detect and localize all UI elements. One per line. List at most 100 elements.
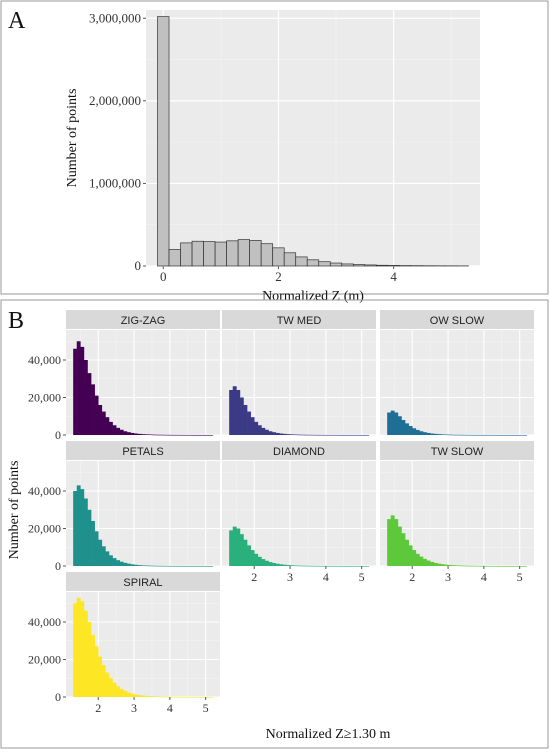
facet-histogram-bar	[333, 566, 337, 567]
facet-x-tick-label: 3	[287, 570, 293, 584]
facet-histogram-bar	[279, 434, 283, 436]
panel-a-histogram-bar	[192, 241, 204, 266]
facet-histogram-bar	[312, 566, 316, 567]
facet-histogram-bar	[419, 557, 423, 566]
facet-histogram-bar	[347, 435, 351, 436]
facet-histogram-bar	[247, 412, 251, 435]
facet-histogram-bar	[209, 566, 213, 567]
panel-a-histogram-bar	[365, 265, 377, 266]
facet-histogram-bar	[229, 530, 233, 566]
facet-histogram-bar	[315, 566, 319, 567]
panel-a-x-tick-label: 4	[390, 269, 397, 284]
facet-histogram-bar	[170, 697, 174, 698]
facet-histogram-bar	[523, 435, 527, 436]
facet-histogram-bar	[209, 697, 213, 698]
facet-histogram-bar	[365, 566, 369, 567]
facet-histogram-bar	[159, 566, 163, 567]
facet-histogram-bar	[434, 563, 438, 566]
facet-histogram-bar	[427, 561, 431, 566]
facet-x-tick-label: 4	[167, 701, 173, 715]
facet-histogram-bar	[148, 434, 152, 435]
panel-b-letter: B	[8, 308, 24, 334]
facet-histogram-bar	[145, 696, 149, 697]
facet-histogram-bar	[73, 603, 77, 697]
facet-histogram-bar	[170, 435, 174, 436]
facet-histogram-bar	[455, 435, 459, 436]
panel-a-y-tick-label: 1,000,000	[89, 175, 141, 190]
facet-histogram-bar	[87, 373, 91, 435]
panel-a-ylabel: Number of points	[65, 89, 80, 188]
facet-histogram-bar	[319, 435, 323, 436]
facet-histogram-bar	[430, 434, 434, 436]
facet-histogram-bar	[444, 565, 448, 566]
facet-histogram-bar	[105, 673, 109, 697]
facet-histogram-bar	[254, 554, 258, 566]
facet-histogram-bar	[283, 565, 287, 566]
facet-histogram-bar	[199, 566, 203, 567]
facet-histogram-bar	[326, 435, 330, 436]
panel-a-histogram-bar	[204, 242, 216, 266]
facet-histogram-bar	[294, 565, 298, 566]
facet-histogram-bar	[251, 550, 255, 566]
panel-a-histogram-bar	[158, 17, 170, 266]
panel-a-histogram-bar	[250, 240, 262, 266]
facet-histogram-bar	[199, 697, 203, 698]
panel-a-x-tick-label: 2	[275, 269, 282, 284]
facet-histogram-bar	[502, 566, 506, 567]
facet-histogram-bar	[236, 529, 240, 567]
facet-histogram-bar	[109, 678, 113, 697]
panel-a-histogram-bar	[273, 248, 285, 266]
facet-histogram-bar	[77, 341, 81, 435]
facet-histogram-bar	[109, 555, 113, 566]
facet-histogram-bar	[77, 598, 81, 697]
facet-histogram-bar	[127, 432, 131, 435]
facet-histogram-bar	[416, 554, 420, 566]
facet-histogram-bar	[513, 566, 517, 567]
facet-histogram-bar	[394, 413, 398, 436]
facet-histogram-bar	[516, 435, 520, 436]
facet-histogram-bar	[195, 566, 199, 567]
facet-histogram-bar	[466, 566, 470, 567]
panel-a-histogram-bar	[353, 265, 365, 266]
facet-histogram-bar	[141, 434, 145, 435]
facet-histogram-bar	[312, 435, 316, 436]
facet-histogram-bar	[91, 635, 95, 697]
panel-a-histogram-bar	[319, 262, 331, 266]
facet-x-tick-label: 3	[445, 570, 451, 584]
facet-histogram-bar	[455, 565, 459, 566]
facet-histogram-bar	[265, 561, 269, 566]
facet-histogram-bar	[322, 435, 326, 436]
panel-a-histogram-bar	[181, 243, 193, 266]
panel-a-y-tick-label: 0	[135, 258, 142, 273]
facet-histogram-bar	[427, 433, 431, 435]
facet-histogram-bar	[109, 422, 113, 435]
facet-title: SPIRAL	[123, 577, 162, 589]
facet-histogram-bar	[209, 435, 213, 436]
facet-histogram-bar	[452, 565, 456, 566]
facet-histogram-bar	[283, 434, 287, 435]
facet-y-tick-label: 40,000	[28, 484, 61, 498]
facet-histogram-bar	[123, 431, 127, 435]
facet-histogram-bar	[243, 540, 247, 566]
facet-histogram-bar	[358, 435, 362, 436]
facet-histogram-bar	[80, 601, 84, 697]
facet-histogram-bar	[173, 697, 177, 698]
facet-histogram-bar	[398, 416, 402, 435]
facet-histogram-bar	[523, 566, 527, 567]
facet-histogram-bar	[123, 563, 127, 566]
facet-histogram-bar	[491, 566, 495, 567]
facet-histogram-bar	[423, 559, 427, 566]
facet-histogram-bar	[141, 696, 145, 697]
facet-histogram-bar	[188, 435, 192, 436]
facet-histogram-bar	[87, 510, 91, 566]
facet-histogram-bar	[127, 564, 131, 566]
facet-histogram-bar	[441, 434, 445, 435]
facet-histogram-bar	[206, 435, 210, 436]
facet-histogram-bar	[113, 683, 117, 697]
facet-histogram-bar	[102, 665, 106, 697]
facet-histogram-bar	[340, 435, 344, 436]
facet-histogram-bar	[401, 533, 405, 566]
facet-histogram-bar	[240, 534, 244, 566]
facet-histogram-bar	[444, 435, 448, 436]
